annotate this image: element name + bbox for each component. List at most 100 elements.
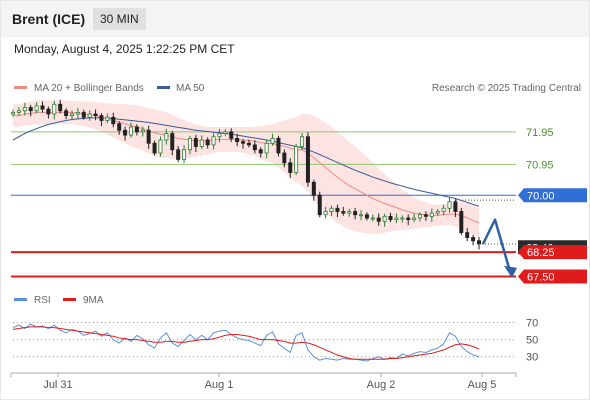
candle xyxy=(134,124,139,136)
candle-body xyxy=(128,126,133,136)
projection-arrowhead xyxy=(504,265,517,278)
candle xyxy=(10,109,15,117)
candle xyxy=(246,139,251,148)
candle-body xyxy=(140,129,145,133)
candle-body xyxy=(441,207,446,212)
candle xyxy=(276,135,281,157)
candle-body xyxy=(75,111,80,115)
candle xyxy=(335,204,340,218)
candle xyxy=(81,109,86,120)
candle xyxy=(288,158,293,179)
candle xyxy=(58,99,63,114)
candle-body xyxy=(99,115,104,121)
level-label-67.50: 67.50 xyxy=(527,272,555,284)
candle xyxy=(412,213,417,223)
level-tag-70.00: 70.00 xyxy=(518,188,587,203)
candle-body xyxy=(453,201,458,212)
candle xyxy=(199,135,204,150)
candle xyxy=(394,213,399,224)
candle xyxy=(64,108,69,120)
candle xyxy=(270,133,275,146)
candle-body xyxy=(400,217,405,220)
candle-body xyxy=(111,116,116,125)
candle xyxy=(382,213,387,227)
candle xyxy=(341,206,346,216)
candle xyxy=(211,133,216,150)
candle-body xyxy=(40,105,45,110)
candle-body xyxy=(341,211,346,214)
level-tag-bg-67.50 xyxy=(518,269,587,284)
candle xyxy=(170,130,175,156)
candle-body xyxy=(300,136,305,147)
rsi-ma-legend-label: 9MA xyxy=(83,295,104,306)
level-label-70.00: 70.00 xyxy=(527,190,555,202)
candle-body xyxy=(353,211,358,216)
candle-body xyxy=(264,142,269,154)
candle xyxy=(164,128,169,145)
instrument-title: Brent (ICE) xyxy=(12,11,86,27)
candle-body xyxy=(205,139,210,146)
candle xyxy=(128,122,133,138)
candle-body xyxy=(276,137,281,154)
main-legend: MA 20 + Bollinger Bands MA 50 Research ©… xyxy=(14,83,581,94)
candle xyxy=(418,212,423,222)
candle-body xyxy=(193,137,198,147)
candle xyxy=(117,121,122,135)
x-tick-label: Aug 2 xyxy=(367,379,396,391)
candle xyxy=(282,149,287,168)
candle-body xyxy=(87,113,92,118)
candle-body xyxy=(81,111,86,118)
candle-body xyxy=(28,107,33,112)
bollinger-band-area xyxy=(13,100,479,238)
candle xyxy=(453,199,458,218)
candle-body xyxy=(46,108,51,115)
x-tick-label: Aug 1 xyxy=(205,379,234,391)
candle xyxy=(347,208,352,217)
candle-body xyxy=(105,116,110,121)
candle xyxy=(152,140,157,156)
candle xyxy=(123,126,128,141)
candle xyxy=(187,135,192,155)
candle xyxy=(423,211,428,221)
candle xyxy=(223,129,228,137)
interval-badge[interactable]: 30 MIN xyxy=(93,8,146,30)
candle xyxy=(370,214,375,222)
candle xyxy=(235,133,240,147)
ma20-legend-label: MA 20 + Bollinger Bands xyxy=(34,83,144,94)
candle xyxy=(305,132,310,187)
x-tick-label: Jul 31 xyxy=(43,379,72,391)
candle-body xyxy=(176,149,181,160)
candle-body xyxy=(382,215,387,222)
candle-body xyxy=(211,136,216,146)
ma50-legend-swatch xyxy=(157,86,170,89)
candle-body xyxy=(134,126,139,133)
candle xyxy=(182,145,187,164)
candle xyxy=(465,228,470,242)
candle-body xyxy=(335,207,340,212)
candle xyxy=(447,197,452,213)
candle-body xyxy=(146,129,151,144)
candle xyxy=(105,113,110,124)
bollinger-band xyxy=(13,100,479,238)
candle xyxy=(16,107,21,116)
candle xyxy=(353,207,358,220)
rsi-ma-legend-swatch xyxy=(63,298,76,301)
candle-body xyxy=(465,232,470,238)
candle-body xyxy=(64,110,69,117)
candle-body xyxy=(288,162,293,173)
candle-body xyxy=(229,131,234,139)
candle xyxy=(258,147,263,158)
candle-body xyxy=(317,194,322,216)
rsi-panel: 70 50 30 xyxy=(12,318,538,364)
x-axis: Jul 31 Aug 1 Aug 2 Aug 5 xyxy=(10,372,517,391)
candle-body xyxy=(347,211,352,214)
candle-body xyxy=(158,139,163,154)
rsi-line xyxy=(12,323,480,362)
level-tag-71.95: 71.95 xyxy=(526,127,554,139)
candlesticks xyxy=(10,99,516,250)
candle-body xyxy=(69,113,74,117)
candle xyxy=(46,106,51,119)
candle-body xyxy=(305,136,310,183)
rsi-tick-label: 30 xyxy=(526,352,538,364)
candle-body xyxy=(10,111,15,115)
